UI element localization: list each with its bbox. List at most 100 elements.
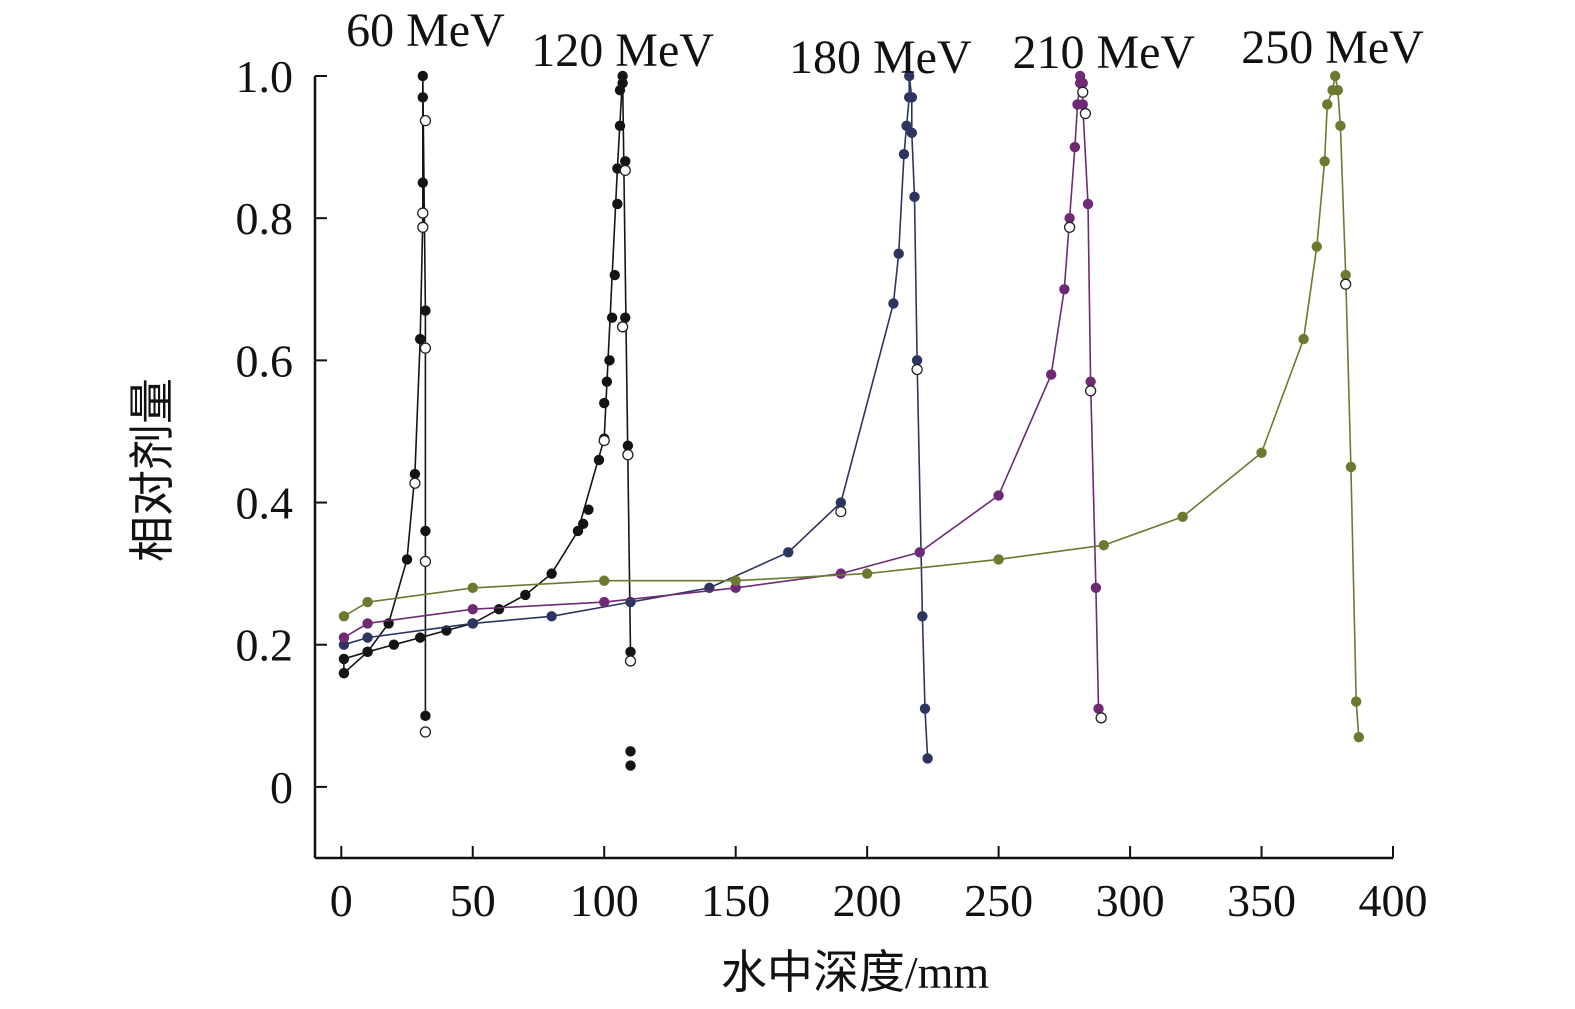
- open-marker: [624, 655, 637, 667]
- data-point: [625, 746, 636, 757]
- data-point: [1098, 540, 1109, 551]
- data-point: [520, 589, 531, 601]
- open-marker: [419, 726, 432, 738]
- y-tick-label: 0.6: [236, 335, 294, 386]
- data-point: [572, 525, 584, 537]
- data-point: [1319, 156, 1330, 167]
- data-point: [362, 646, 373, 658]
- x-tick-label: 50: [450, 875, 496, 926]
- data-point: [467, 618, 478, 629]
- data-point: [409, 468, 421, 480]
- open-marker: [1095, 712, 1107, 724]
- axes: [313, 76, 1393, 860]
- open-marker: [622, 449, 634, 461]
- data-point: [904, 70, 915, 82]
- data-point: [1311, 241, 1322, 252]
- data-point: [414, 333, 426, 345]
- data-point: [888, 298, 899, 309]
- data-point: [730, 582, 741, 594]
- data-point: [1069, 141, 1081, 153]
- data-point: [599, 397, 610, 409]
- series-210-mev: [338, 70, 1104, 714]
- open-marker: [419, 342, 432, 354]
- x-tick-label: 0: [330, 875, 353, 926]
- data-point: [338, 667, 350, 679]
- data-point: [906, 92, 918, 103]
- data-point: [625, 760, 636, 771]
- data-point: [1077, 77, 1088, 89]
- y-tick-label: 0.2: [236, 620, 294, 671]
- data-point: [609, 269, 620, 281]
- x-tick-label: 100: [570, 875, 639, 926]
- data-point: [401, 554, 413, 565]
- data-point: [1335, 120, 1346, 131]
- data-point: [546, 611, 557, 622]
- data-point: [625, 646, 636, 658]
- data-point: [593, 454, 605, 466]
- data-point: [601, 376, 613, 387]
- data-point: [612, 198, 623, 210]
- y-axis-title: 相对剂量: [127, 378, 178, 562]
- data-point: [420, 525, 431, 537]
- data-point: [338, 639, 350, 650]
- open-marker: [417, 207, 429, 219]
- data-point: [420, 710, 431, 722]
- data-point: [414, 632, 426, 643]
- series-180-mev: [338, 70, 933, 764]
- data-point: [1093, 703, 1104, 714]
- series-250-mev: [338, 70, 1365, 743]
- y-tick-label: 1.0: [236, 51, 294, 102]
- data-point: [546, 568, 557, 579]
- data-point: [614, 120, 626, 131]
- series-line: [343, 75, 427, 716]
- x-tick-label: 200: [833, 875, 902, 926]
- data-point: [388, 639, 400, 650]
- energy-labels: 60 MeV 120 MeV 180 MeV 210 MeV 250 MeV: [346, 4, 1424, 84]
- data-point: [338, 632, 350, 643]
- open-markers: [409, 86, 1352, 738]
- energy-label: 210 MeV: [1012, 26, 1195, 79]
- data-point: [1177, 511, 1188, 522]
- data-point: [493, 603, 505, 615]
- data-point: [617, 77, 628, 89]
- series-line: [343, 75, 1360, 738]
- data-point: [1345, 461, 1357, 473]
- data-point: [599, 596, 610, 608]
- y-tick-label: 0: [270, 762, 293, 813]
- data-point: [467, 603, 478, 615]
- data-point: [835, 568, 847, 579]
- x-axis-title: 水中深度/mm: [721, 947, 990, 998]
- data-point: [620, 312, 631, 323]
- energy-label: 120 MeV: [531, 24, 714, 77]
- data-point: [1340, 269, 1351, 281]
- data-point: [599, 575, 610, 586]
- data-point: [901, 120, 912, 131]
- open-marker: [1079, 107, 1092, 120]
- data-point: [835, 497, 847, 508]
- open-marker: [911, 363, 923, 376]
- data-point: [577, 518, 589, 530]
- data-point: [1077, 99, 1088, 110]
- series-line: [343, 75, 632, 674]
- open-marker: [1077, 86, 1089, 98]
- y-tick-label: 0.8: [236, 193, 294, 244]
- data-point: [417, 92, 428, 103]
- data-point: [1045, 369, 1057, 380]
- data-point: [909, 191, 920, 203]
- data-point: [1059, 284, 1070, 295]
- series-120-mev: [338, 70, 636, 771]
- data-point: [417, 70, 428, 82]
- data-point: [1353, 731, 1365, 743]
- data-point: [617, 70, 628, 82]
- open-marker: [419, 115, 432, 127]
- x-tick-label: 250: [964, 875, 1033, 926]
- data-point: [861, 568, 873, 579]
- series-line: [343, 75, 929, 759]
- data-point: [730, 575, 741, 586]
- data-point: [1329, 70, 1341, 82]
- data-point: [922, 753, 933, 764]
- data-point: [622, 440, 634, 451]
- data-point: [1322, 99, 1333, 110]
- y-tick-label: 0.4: [236, 478, 294, 529]
